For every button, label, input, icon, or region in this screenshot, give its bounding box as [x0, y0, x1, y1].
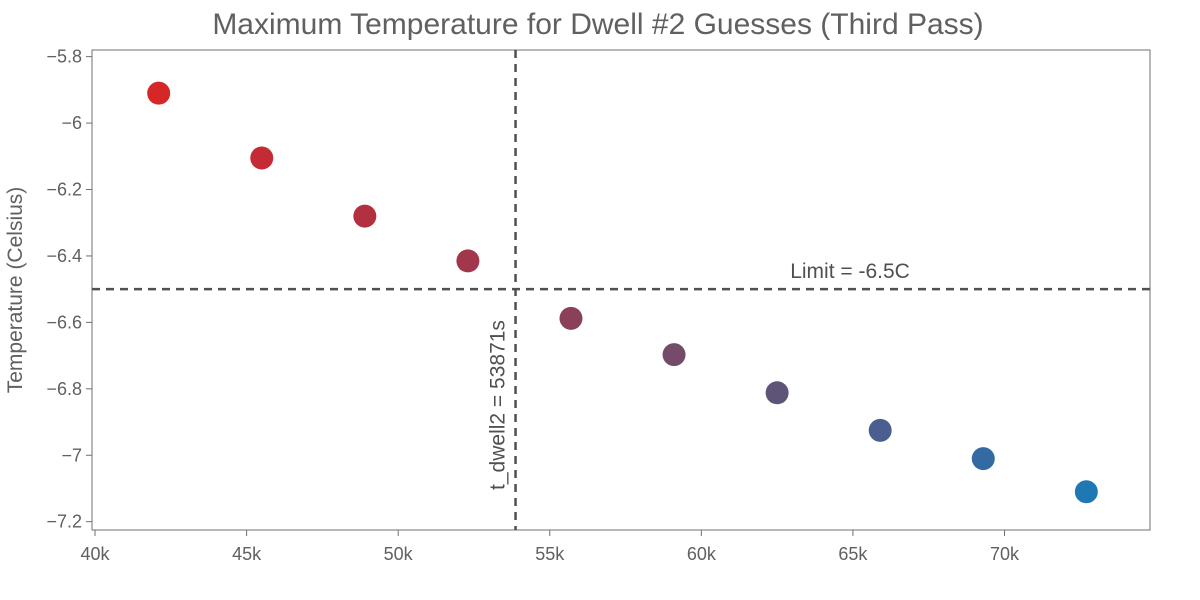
x-axis: 40k 45k 50k 55k 60k 65k 70k [81, 530, 1020, 564]
x-tick-label: 50k [384, 544, 414, 564]
limit-label: Limit = -6.5C [790, 260, 910, 283]
x-tick-label: 60k [687, 544, 717, 564]
data-points [147, 81, 1098, 504]
data-point [559, 306, 583, 330]
data-point [250, 146, 274, 170]
y-tick-label: −6 [61, 113, 82, 133]
x-tick-label: 65k [838, 544, 868, 564]
y-tick-label: −7.2 [46, 512, 82, 532]
data-point [868, 418, 892, 442]
y-tick-label: −7 [61, 445, 82, 465]
data-point [456, 249, 480, 273]
y-tick-label: −6.8 [46, 379, 82, 399]
data-point [147, 81, 171, 105]
y-axis-title: Temperature (Celsius) [4, 187, 27, 394]
y-tick-label: −6.6 [46, 312, 82, 332]
reference-lines: Limit = -6.5C t_dwell2 = 53871s [92, 50, 1150, 530]
data-point [662, 343, 686, 367]
y-tick-label: −6.4 [46, 246, 82, 266]
x-tick-label: 40k [81, 544, 111, 564]
y-axis: −5.8 −6 −6.2 −6.4 −6.6 −6.8 −7 −7.2 [46, 47, 92, 532]
x-tick-label: 45k [232, 544, 262, 564]
y-tick-label: −5.8 [46, 47, 82, 67]
chart-title: Maximum Temperature for Dwell #2 Guesses… [212, 8, 983, 41]
data-point [353, 204, 377, 228]
x-tick-label: 55k [535, 544, 565, 564]
x-tick-label: 70k [990, 544, 1020, 564]
data-point [765, 381, 789, 405]
y-tick-label: −6.2 [46, 180, 82, 200]
data-point [971, 447, 995, 471]
data-point [1074, 480, 1098, 504]
dwell-time-label: t_dwell2 = 53871s [487, 320, 510, 490]
